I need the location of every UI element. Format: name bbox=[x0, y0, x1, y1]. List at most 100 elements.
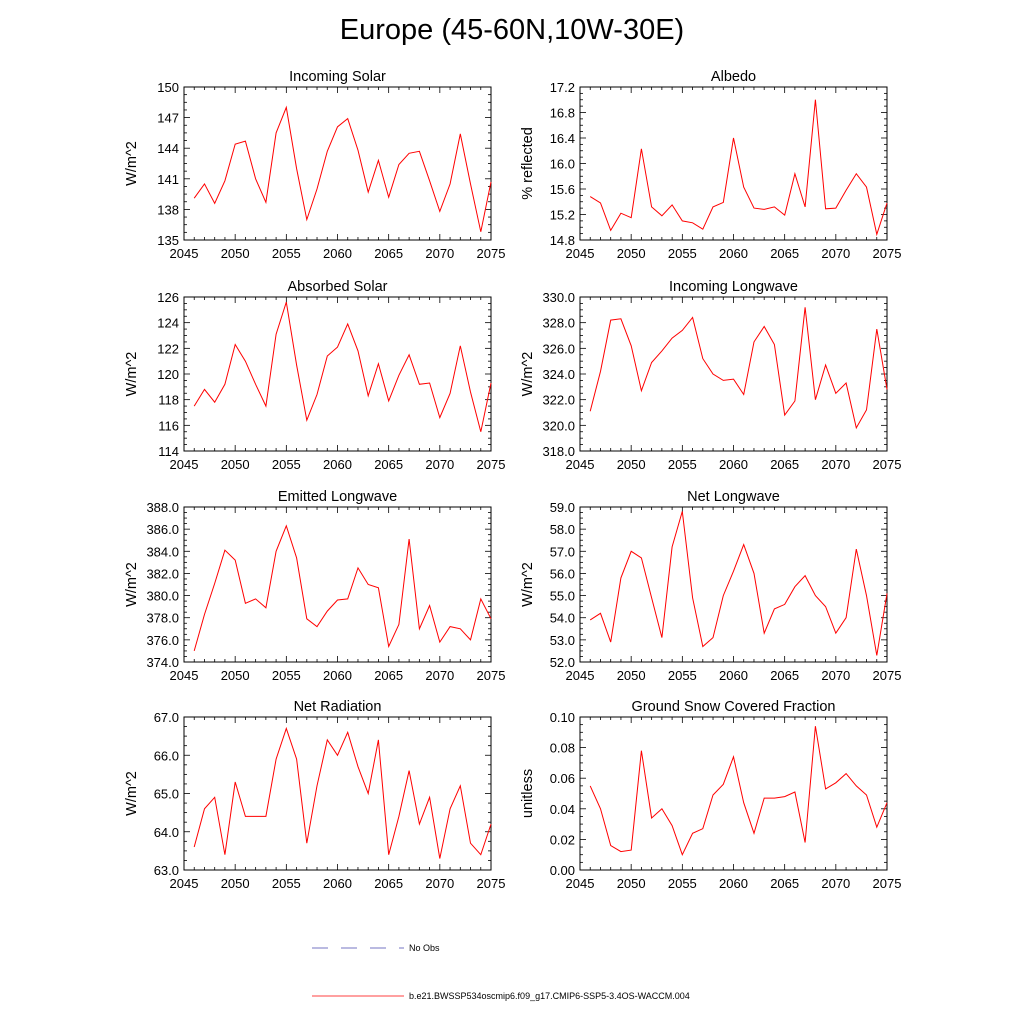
absorbed-solar-x-tick-label: 2065 bbox=[374, 457, 403, 472]
net-longwave-plot-frame bbox=[579, 506, 888, 663]
emitted-longwave-y-tick-label: 386.0 bbox=[146, 522, 179, 537]
legend-lines bbox=[312, 947, 404, 997]
net-longwave-x-tick-label: 2055 bbox=[668, 668, 697, 683]
albedo-x-tick-label: 2060 bbox=[719, 246, 748, 261]
net-longwave-x-tick-label: 2075 bbox=[873, 668, 902, 683]
incoming-longwave-x-tick-label: 2065 bbox=[770, 457, 799, 472]
albedo-y-tick-label: 16.0 bbox=[550, 157, 575, 172]
emitted-longwave-y-tick-label: 382.0 bbox=[146, 566, 179, 581]
absorbed-solar-title: Absorbed Solar bbox=[288, 279, 388, 295]
net-radiation-x-tick-label: 2050 bbox=[221, 876, 250, 891]
incoming-solar-y-tick-label: 150 bbox=[157, 80, 179, 95]
ground-snow-covered-fraction-x-tick-label: 2055 bbox=[668, 876, 697, 891]
incoming-longwave-series-line bbox=[589, 307, 888, 430]
incoming-longwave-y-tick-label: 318.0 bbox=[542, 444, 575, 459]
figure-title: Europe (45-60N,10W-30E) bbox=[339, 14, 685, 46]
emitted-longwave-y-tick-label: 374.0 bbox=[146, 655, 179, 670]
net-radiation-y-tick-label: 67.0 bbox=[154, 710, 179, 725]
net-longwave-x-tick-label: 2060 bbox=[719, 668, 748, 683]
legend-obs-label: No Obs bbox=[409, 943, 440, 953]
incoming-longwave-ylabel: W/m^2 bbox=[520, 352, 536, 397]
albedo-plot-frame bbox=[579, 86, 888, 241]
albedo-x-tick-label: 2050 bbox=[617, 246, 646, 261]
absorbed-solar-x-tick-label: 2045 bbox=[170, 457, 199, 472]
ground-snow-covered-fraction-y-tick-label: 0.10 bbox=[550, 710, 575, 725]
incoming-longwave-y-tick-label: 328.0 bbox=[542, 316, 575, 331]
incoming-longwave-title: Incoming Longwave bbox=[669, 279, 798, 295]
absorbed-solar-plot-frame bbox=[183, 296, 492, 452]
emitted-longwave-x-tick-label: 2075 bbox=[477, 668, 506, 683]
panel-net-radiation: 2045 2050 2055 2060 2065 2070 2075 63.0 64.0 65.0… bbox=[124, 699, 505, 891]
absorbed-solar-x-tick-label: 2060 bbox=[323, 457, 352, 472]
net-radiation-title: Net Radiation bbox=[294, 699, 382, 715]
incoming-solar-x-tick-label: 2065 bbox=[374, 246, 403, 261]
ground-snow-covered-fraction-y-tick-label: 0.04 bbox=[550, 802, 575, 817]
ground-snow-covered-fraction-y-tick-label: 0.02 bbox=[550, 832, 575, 847]
net-radiation-x-tick-label: 2060 bbox=[323, 876, 352, 891]
incoming-solar-y-tick-label: 135 bbox=[157, 233, 179, 248]
incoming-solar-x-tick-label: 2045 bbox=[170, 246, 199, 261]
net-radiation-x-tick-label: 2065 bbox=[374, 876, 403, 891]
net-radiation-x-tick-label: 2070 bbox=[425, 876, 454, 891]
net-longwave-title: Net Longwave bbox=[687, 489, 780, 505]
net-longwave-y-tick-label: 53.0 bbox=[550, 633, 575, 648]
incoming-longwave-x-tick-label: 2055 bbox=[668, 457, 697, 472]
absorbed-solar-y-tick-label: 122 bbox=[157, 341, 179, 356]
incoming-longwave-y-tick-label: 320.0 bbox=[542, 418, 575, 433]
incoming-solar-x-tick-label: 2075 bbox=[477, 246, 506, 261]
albedo-y-tick-label: 16.4 bbox=[550, 131, 575, 146]
absorbed-solar-x-tick-label: 2070 bbox=[425, 457, 454, 472]
albedo-y-tick-label: 17.2 bbox=[550, 80, 575, 95]
incoming-solar-y-tick-label: 141 bbox=[157, 172, 179, 187]
incoming-solar-x-tick-label: 2055 bbox=[272, 246, 301, 261]
albedo-series-line bbox=[589, 99, 888, 237]
emitted-longwave-x-tick-label: 2050 bbox=[221, 668, 250, 683]
panel-absorbed-solar: 2045 2050 2055 2060 2065 2070 2075 114 116 118 120… bbox=[124, 279, 505, 472]
incoming-solar-y-tick-label: 147 bbox=[157, 111, 179, 126]
net-radiation-series-line bbox=[193, 726, 492, 859]
net-radiation-y-tick-label: 64.0 bbox=[154, 825, 179, 840]
legend-model-label: b.e21.BWSSP534oscmip6.f09_g17.CMIP6-SSP5… bbox=[409, 991, 690, 1001]
absorbed-solar-ylabel: W/m^2 bbox=[124, 352, 140, 397]
ground-snow-covered-fraction-series-line bbox=[589, 726, 888, 857]
net-radiation-y-tick-label: 65.0 bbox=[154, 787, 179, 802]
absorbed-solar-x-tick-label: 2050 bbox=[221, 457, 250, 472]
net-longwave-x-tick-label: 2065 bbox=[770, 668, 799, 683]
net-radiation-x-tick-label: 2045 bbox=[170, 876, 199, 891]
absorbed-solar-y-tick-label: 126 bbox=[157, 290, 179, 305]
net-longwave-series-line bbox=[589, 511, 888, 656]
ground-snow-covered-fraction-plot-frame bbox=[579, 716, 888, 871]
ground-snow-covered-fraction-x-tick-label: 2060 bbox=[719, 876, 748, 891]
absorbed-solar-y-tick-label: 120 bbox=[157, 367, 179, 382]
albedo-x-tick-label: 2055 bbox=[668, 246, 697, 261]
albedo-x-tick-label: 2065 bbox=[770, 246, 799, 261]
incoming-longwave-y-tick-label: 326.0 bbox=[542, 341, 575, 356]
incoming-longwave-y-tick-label: 322.0 bbox=[542, 393, 575, 408]
absorbed-solar-series-line bbox=[193, 301, 492, 432]
incoming-solar-y-tick-label: 138 bbox=[157, 202, 179, 217]
panel-net-longwave: 2045 2050 2055 2060 2065 2070 2075 52.0 53.0 54.0… bbox=[520, 489, 901, 683]
albedo-y-tick-label: 15.2 bbox=[550, 208, 575, 223]
panel-incoming-longwave: 2045 2050 2055 2060 2065 2070 2075 318.0 320.0 32… bbox=[520, 279, 901, 472]
albedo-y-tick-label: 14.8 bbox=[550, 233, 575, 248]
net-longwave-ylabel: W/m^2 bbox=[520, 562, 536, 607]
net-longwave-x-tick-label: 2045 bbox=[566, 668, 595, 683]
incoming-longwave-y-tick-label: 330.0 bbox=[542, 290, 575, 305]
albedo-title: Albedo bbox=[711, 69, 756, 85]
net-longwave-x-tick-label: 2050 bbox=[617, 668, 646, 683]
net-radiation-y-tick-label: 63.0 bbox=[154, 863, 179, 878]
panel-albedo: 2045 2050 2055 2060 2065 2070 2075 14.8 15.2 15.6… bbox=[520, 69, 901, 261]
net-radiation-ylabel: W/m^2 bbox=[124, 771, 140, 816]
ground-snow-covered-fraction-x-tick-label: 2045 bbox=[566, 876, 595, 891]
ground-snow-covered-fraction-x-tick-label: 2065 bbox=[770, 876, 799, 891]
emitted-longwave-y-tick-label: 376.0 bbox=[146, 633, 179, 648]
incoming-solar-title: Incoming Solar bbox=[289, 69, 386, 85]
absorbed-solar-y-tick-label: 116 bbox=[158, 418, 179, 433]
net-longwave-x-tick-label: 2070 bbox=[821, 668, 850, 683]
albedo-x-tick-label: 2075 bbox=[873, 246, 902, 261]
emitted-longwave-ylabel: W/m^2 bbox=[124, 562, 140, 607]
ground-snow-covered-fraction-y-tick-label: 0.08 bbox=[550, 741, 575, 756]
incoming-solar-x-tick-label: 2070 bbox=[425, 246, 454, 261]
emitted-longwave-x-tick-label: 2055 bbox=[272, 668, 301, 683]
emitted-longwave-y-tick-label: 388.0 bbox=[146, 500, 179, 515]
